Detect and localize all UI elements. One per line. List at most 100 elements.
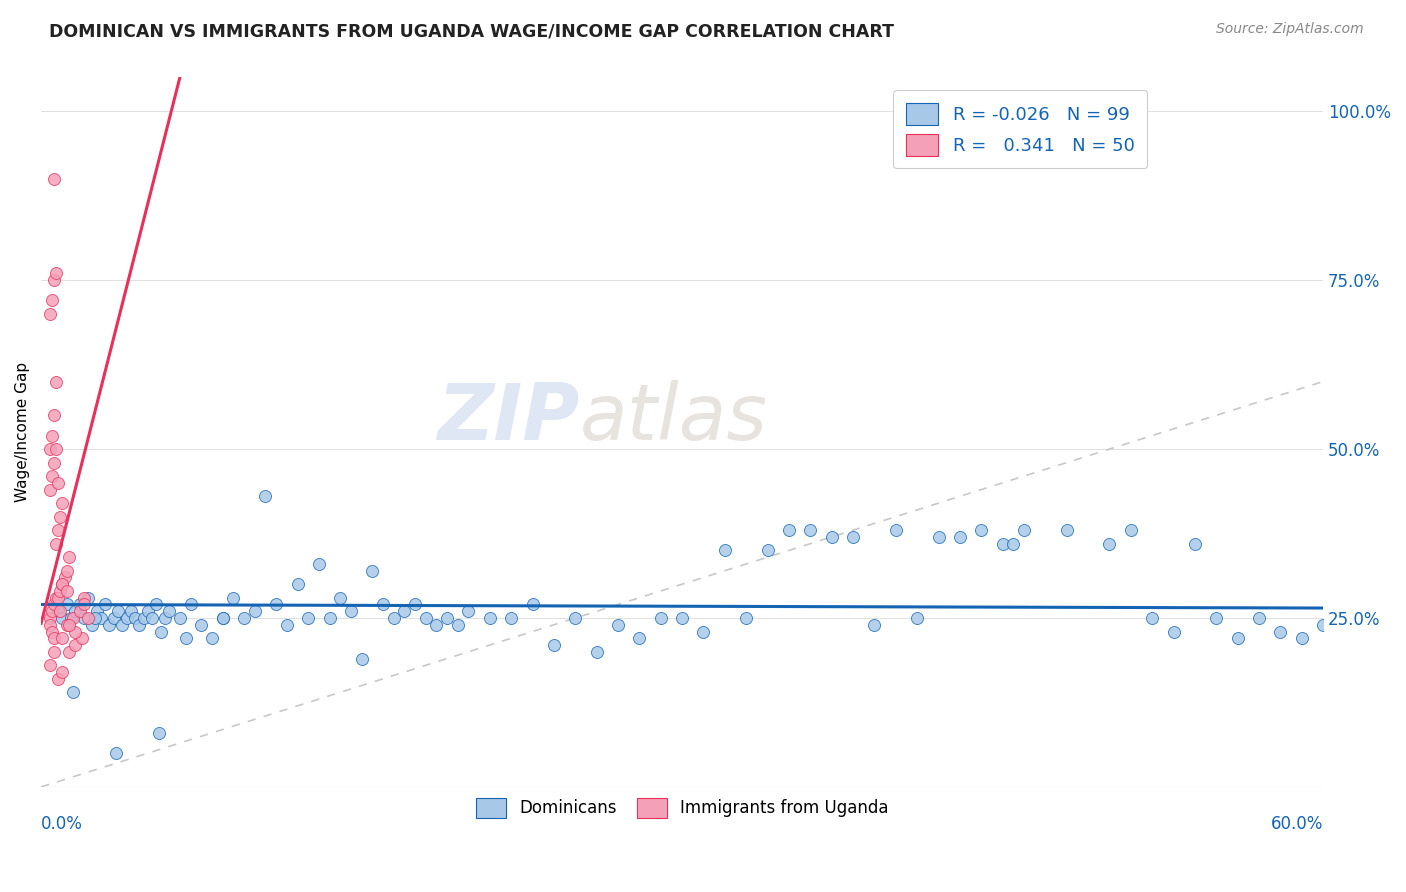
Point xyxy=(318,611,340,625)
Point xyxy=(111,617,134,632)
Point xyxy=(756,543,779,558)
Point xyxy=(42,171,65,186)
Point xyxy=(329,591,352,605)
Point xyxy=(69,604,91,618)
Point xyxy=(1226,632,1249,646)
Point xyxy=(1098,536,1121,550)
Point xyxy=(38,483,60,497)
Point xyxy=(222,591,245,605)
Point xyxy=(55,584,77,599)
Point xyxy=(169,611,191,625)
Point xyxy=(38,617,60,632)
Point xyxy=(821,530,844,544)
Point xyxy=(1291,632,1313,646)
Point xyxy=(415,611,437,625)
Point xyxy=(42,456,65,470)
Point xyxy=(1119,523,1142,537)
Point xyxy=(1184,536,1206,550)
Point xyxy=(41,469,63,483)
Point xyxy=(949,530,972,544)
Point xyxy=(543,638,565,652)
Text: Source: ZipAtlas.com: Source: ZipAtlas.com xyxy=(1216,22,1364,37)
Point xyxy=(714,543,737,558)
Point xyxy=(41,293,63,308)
Point xyxy=(58,550,80,565)
Point xyxy=(522,598,544,612)
Point xyxy=(1312,617,1334,632)
Point xyxy=(447,617,470,632)
Y-axis label: Wage/Income Gap: Wage/Income Gap xyxy=(15,362,30,502)
Point xyxy=(42,273,65,287)
Point xyxy=(38,658,60,673)
Point xyxy=(211,611,233,625)
Point xyxy=(45,375,67,389)
Point xyxy=(46,523,69,537)
Point xyxy=(1270,624,1292,639)
Point xyxy=(120,604,142,618)
Point xyxy=(350,651,373,665)
Point xyxy=(86,604,108,618)
Point xyxy=(457,604,479,618)
Point xyxy=(1205,611,1227,625)
Point xyxy=(77,611,100,625)
Point xyxy=(58,645,80,659)
Point xyxy=(148,726,170,740)
Point xyxy=(46,672,69,686)
Point xyxy=(308,557,330,571)
Legend: Dominicans, Immigrants from Uganda: Dominicans, Immigrants from Uganda xyxy=(470,791,896,825)
Point xyxy=(38,307,60,321)
Point xyxy=(77,591,100,605)
Point xyxy=(382,611,405,625)
Point xyxy=(585,645,607,659)
Point xyxy=(42,645,65,659)
Text: 60.0%: 60.0% xyxy=(1271,815,1323,833)
Point xyxy=(46,604,69,618)
Point xyxy=(132,611,155,625)
Point xyxy=(55,617,77,632)
Point xyxy=(65,624,87,639)
Point xyxy=(65,604,87,618)
Point xyxy=(371,598,394,612)
Point xyxy=(98,617,121,632)
Point xyxy=(141,611,163,625)
Point xyxy=(149,624,172,639)
Point xyxy=(970,523,993,537)
Point xyxy=(201,632,224,646)
Point xyxy=(45,591,67,605)
Point xyxy=(1163,624,1185,639)
Point xyxy=(104,746,127,760)
Point xyxy=(90,611,112,625)
Point xyxy=(671,611,693,625)
Point xyxy=(863,617,886,632)
Point xyxy=(41,624,63,639)
Point xyxy=(884,523,907,537)
Point xyxy=(60,611,83,625)
Point xyxy=(128,617,150,632)
Point xyxy=(692,624,714,639)
Point xyxy=(180,598,202,612)
Point xyxy=(58,617,80,632)
Point xyxy=(778,523,800,537)
Point xyxy=(103,611,125,625)
Point xyxy=(1247,611,1270,625)
Point xyxy=(124,611,146,625)
Point xyxy=(243,604,266,618)
Point xyxy=(153,611,176,625)
Point xyxy=(436,611,458,625)
Point xyxy=(38,442,60,456)
Point xyxy=(136,604,159,618)
Point xyxy=(842,530,865,544)
Point xyxy=(62,685,84,699)
Point xyxy=(1012,523,1035,537)
Point xyxy=(42,632,65,646)
Point xyxy=(991,536,1014,550)
Point xyxy=(628,632,651,646)
Point xyxy=(62,611,84,625)
Point xyxy=(1002,536,1025,550)
Text: 0.0%: 0.0% xyxy=(41,815,83,833)
Point xyxy=(107,604,129,618)
Point xyxy=(55,564,77,578)
Point xyxy=(94,598,117,612)
Point xyxy=(41,428,63,442)
Point xyxy=(425,617,447,632)
